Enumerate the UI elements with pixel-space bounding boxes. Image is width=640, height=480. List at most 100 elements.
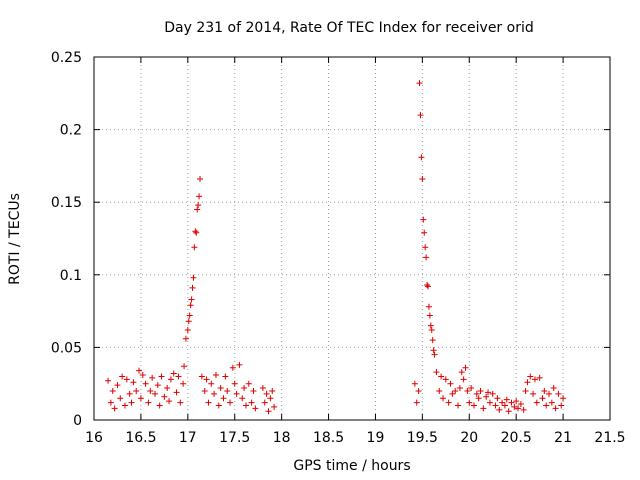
data-point	[128, 399, 135, 406]
data-point	[186, 312, 193, 319]
data-point	[558, 402, 565, 409]
data-point	[417, 112, 424, 119]
data-point	[177, 399, 184, 406]
data-point	[456, 385, 463, 392]
x-tick-label: 16	[85, 430, 103, 446]
data-point	[546, 390, 553, 397]
data-point	[105, 377, 112, 384]
data-point	[193, 229, 200, 236]
data-point	[428, 326, 435, 333]
data-point	[515, 405, 522, 412]
data-point	[413, 399, 420, 406]
data-point	[460, 376, 467, 383]
x-tick-label: 17.5	[219, 430, 250, 446]
data-point	[189, 284, 196, 291]
data-point	[447, 380, 454, 387]
data-point	[508, 399, 515, 406]
data-point	[536, 374, 543, 381]
x-tick-label: 18.5	[313, 430, 344, 446]
data-point	[520, 406, 527, 413]
data-point	[548, 399, 555, 406]
data-point	[229, 364, 236, 371]
data-point	[431, 351, 438, 358]
data-point	[470, 402, 477, 409]
data-point	[191, 244, 198, 251]
data-point	[194, 206, 201, 213]
data-point	[151, 390, 158, 397]
data-point	[211, 390, 218, 397]
data-point	[522, 387, 529, 394]
data-point	[442, 376, 449, 383]
data-point	[486, 399, 493, 406]
data-point	[217, 385, 224, 392]
data-point	[242, 402, 249, 409]
data-point	[427, 322, 434, 329]
x-tick-label: 20.5	[501, 430, 532, 446]
data-point	[489, 390, 496, 397]
data-point	[485, 389, 492, 396]
data-point	[425, 303, 432, 310]
data-point	[533, 399, 540, 406]
data-point	[424, 283, 431, 290]
x-tick-label: 21	[554, 430, 572, 446]
data-point	[205, 399, 212, 406]
data-point	[494, 395, 501, 402]
data-point	[117, 395, 124, 402]
x-axis-label: GPS time / hours	[293, 458, 410, 474]
data-point	[464, 387, 471, 394]
data-point	[170, 370, 177, 377]
data-point	[483, 393, 490, 400]
y-tick-label: 0.1	[60, 268, 82, 284]
data-point	[261, 399, 268, 406]
data-point	[121, 402, 128, 409]
data-point	[111, 405, 118, 412]
data-point	[513, 398, 520, 405]
data-point	[196, 193, 203, 200]
data-point	[245, 380, 252, 387]
data-point	[445, 399, 452, 406]
data-point	[517, 401, 524, 408]
data-point	[158, 373, 165, 380]
grid	[94, 57, 610, 420]
data-point	[466, 399, 473, 406]
data-point	[418, 154, 425, 161]
data-point	[149, 374, 156, 381]
data-point	[462, 364, 469, 371]
data-point	[415, 387, 422, 394]
data-point	[492, 402, 499, 409]
data-point	[250, 387, 257, 394]
data-point	[265, 408, 272, 415]
data-point	[185, 318, 192, 325]
data-point	[147, 387, 154, 394]
data-point	[161, 393, 168, 400]
data-point	[167, 376, 174, 383]
data-points	[105, 80, 567, 415]
y-tick-label: 0.05	[51, 340, 82, 356]
data-point	[436, 387, 443, 394]
data-point	[126, 390, 133, 397]
data-point	[203, 376, 210, 383]
data-point	[420, 216, 427, 223]
data-point	[192, 228, 199, 235]
data-point	[458, 369, 465, 376]
y-axis-label: ROTI / TECUs	[7, 193, 23, 285]
data-point	[236, 361, 243, 368]
data-point	[477, 387, 484, 394]
x-tick-label: 19	[367, 430, 385, 446]
data-point	[119, 373, 126, 380]
data-point	[233, 390, 240, 397]
data-point	[215, 402, 222, 409]
data-point	[195, 202, 202, 209]
data-point	[449, 390, 456, 397]
x-tick-label: 16.5	[125, 430, 156, 446]
data-point	[107, 399, 114, 406]
data-point	[248, 399, 255, 406]
data-point	[190, 274, 197, 281]
data-point	[130, 379, 137, 386]
data-point	[137, 395, 144, 402]
axis-ticks: 16 16.5 17 17.5 18 18.5 19 19.5 20 20.5 21 21.5 0 0.0…	[51, 50, 626, 446]
data-point	[480, 405, 487, 412]
data-point	[220, 395, 227, 402]
data-point	[452, 387, 459, 394]
